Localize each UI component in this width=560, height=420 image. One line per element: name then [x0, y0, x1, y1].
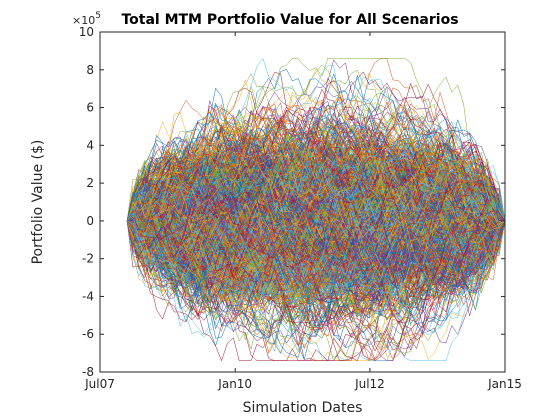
- series-line: [126, 107, 506, 261]
- series-line: [126, 112, 506, 247]
- series-line: [126, 209, 506, 296]
- plot-area-frame: [99, 31, 506, 373]
- series-line: [126, 215, 506, 323]
- series-line: [126, 144, 506, 290]
- x-tick-label: Jul07: [84, 377, 115, 391]
- series-line: [126, 201, 506, 263]
- series-line: [126, 199, 506, 327]
- series-layer: [126, 57, 506, 362]
- series-line: [126, 192, 506, 323]
- series-line: [126, 124, 506, 263]
- series-line: [126, 139, 506, 224]
- x-tick-label: Jan10: [217, 377, 252, 391]
- series-line: [126, 198, 506, 278]
- series-line: [127, 201, 506, 345]
- y-tick-label: 4: [86, 138, 94, 152]
- series-line: [126, 156, 506, 239]
- series-line: [126, 168, 506, 256]
- series-line: [126, 87, 506, 265]
- series-line: [126, 109, 506, 232]
- series-line: [126, 158, 506, 295]
- series-line: [126, 205, 506, 317]
- series-line: [126, 170, 506, 360]
- series-line: [126, 220, 506, 308]
- series-line: [126, 182, 506, 308]
- y-axis: -8 -6 -4 -2 0 2 4 6 8 10: [79, 25, 505, 379]
- series-line: [126, 201, 506, 277]
- series-line: [126, 220, 506, 324]
- y-tick-label: -2: [82, 252, 94, 266]
- series-line: [126, 176, 506, 285]
- series-line: [126, 159, 506, 307]
- series-line: [126, 178, 506, 249]
- series-line: [127, 174, 506, 245]
- series-line: [126, 211, 506, 292]
- series-line: [126, 140, 506, 260]
- y-tick-label: -8: [82, 365, 94, 379]
- y-axis-exponent-power: 5: [95, 11, 101, 21]
- series-line: [126, 138, 506, 264]
- series-line: [126, 127, 506, 226]
- series-line: [126, 202, 506, 280]
- y-tick-label: -4: [82, 289, 94, 303]
- series-line: [126, 130, 506, 242]
- series-line: [126, 220, 506, 361]
- series-line: [126, 104, 506, 241]
- series-line: [126, 130, 506, 222]
- y-tick-label: 10: [79, 25, 94, 39]
- x-axis-label: Simulation Dates: [243, 400, 363, 416]
- x-tick-label: Jul12: [354, 377, 385, 391]
- series-line: [126, 71, 506, 244]
- y-axis-exponent-label: ×105: [72, 11, 101, 27]
- series-line: [126, 208, 506, 285]
- y-tick-label: 6: [86, 101, 94, 115]
- y-tick-label: 0: [86, 214, 94, 228]
- series-line: [126, 140, 506, 239]
- chart-title: Total MTM Portfolio Value for All Scenar…: [121, 12, 458, 28]
- x-tick-label: Jan15: [487, 377, 522, 391]
- series-line: [126, 160, 506, 261]
- series-line: [126, 188, 506, 282]
- series-line: [126, 99, 506, 223]
- series-line: [126, 157, 506, 244]
- series-line: [126, 134, 506, 222]
- y-axis-label: Portfolio Value ($): [30, 140, 46, 265]
- series-line: [126, 206, 506, 310]
- series-line: [126, 209, 506, 311]
- series-line: [126, 176, 506, 308]
- series-line: [126, 99, 506, 302]
- series-line: [126, 162, 506, 306]
- series-line: [126, 167, 506, 234]
- y-tick-label: -6: [82, 327, 94, 341]
- series-line: [126, 134, 506, 285]
- series-line: [126, 205, 506, 297]
- series-line: [126, 197, 506, 331]
- y-axis-exponent-base: ×10: [72, 14, 95, 27]
- y-tick-label: 2: [86, 176, 94, 190]
- x-axis: Jul07 Jan10 Jul12 Jan15: [84, 32, 522, 391]
- y-tick-label: 8: [86, 63, 94, 77]
- series-line: [126, 114, 506, 258]
